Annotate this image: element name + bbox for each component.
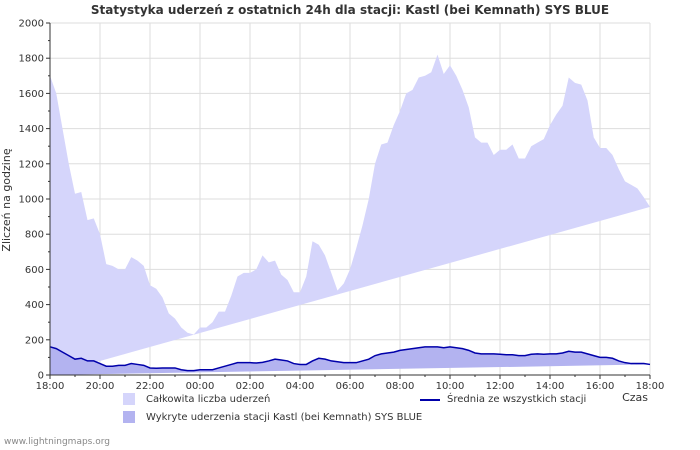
y-tick-label: 1200 bbox=[19, 159, 44, 170]
series-detected-area bbox=[50, 346, 650, 375]
x-tick-label: 04:00 bbox=[286, 381, 315, 392]
x-tick-label: 16:00 bbox=[586, 381, 615, 392]
y-tick-label: 600 bbox=[25, 265, 44, 276]
x-tick-label: 14:00 bbox=[536, 381, 565, 392]
x-tick-label: 22:00 bbox=[136, 381, 165, 392]
chart-axes bbox=[46, 22, 651, 379]
x-tick-label: 00:00 bbox=[186, 381, 215, 392]
x-tick-label: 20:00 bbox=[86, 381, 115, 392]
x-axis-label: Czas bbox=[622, 391, 648, 404]
x-tick-label: 12:00 bbox=[486, 381, 515, 392]
legend-label-average: Średnia ze wszystkich stacji bbox=[447, 394, 587, 405]
series-average-line bbox=[49, 346, 651, 372]
legend-item-average: Średnia ze wszystkich stacji bbox=[420, 394, 586, 405]
x-tick-label: 08:00 bbox=[386, 381, 415, 392]
x-tick-label: 06:00 bbox=[336, 381, 365, 392]
y-tick-label: 2000 bbox=[19, 19, 44, 30]
y-tick-label: 1600 bbox=[19, 89, 44, 100]
y-tick-label: 200 bbox=[25, 335, 44, 346]
chart-areas bbox=[50, 54, 650, 376]
x-tick-label: 02:00 bbox=[236, 381, 265, 392]
series-total-area bbox=[50, 54, 650, 376]
y-tick-label: 0 bbox=[38, 371, 44, 382]
legend-label-total: Całkowita liczba uderzeń bbox=[146, 393, 271, 405]
legend-label-detected: Wykryte uderzenia stacji Kastl (bei Kemn… bbox=[146, 411, 423, 423]
y-tick-label: 800 bbox=[25, 230, 44, 241]
y-tick-label: 1000 bbox=[19, 195, 44, 206]
legend-item-total: Całkowita liczba uderzeń bbox=[123, 393, 270, 405]
y-axis-label: Zliczeń na godzinę bbox=[0, 148, 13, 251]
legend-swatch-total bbox=[123, 393, 135, 405]
y-tick-label: 400 bbox=[25, 300, 44, 311]
legend-item-detected: Wykryte uderzenia stacji Kastl (bei Kemn… bbox=[123, 411, 422, 423]
chart-lines bbox=[49, 346, 651, 372]
x-tick-label: 18:00 bbox=[636, 381, 665, 392]
legend-line-average bbox=[420, 398, 440, 401]
legend-swatch-detected bbox=[123, 411, 135, 423]
y-tick-label: 1400 bbox=[19, 124, 44, 135]
x-tick-label: 18:00 bbox=[36, 381, 65, 392]
chart-tick-labels: 0 200 400 600 800 1000 1200 1400 1600 1800 2000 18:… bbox=[19, 19, 665, 393]
chart-title: Statystyka uderzeń z ostatnich 24h dla s… bbox=[91, 3, 609, 17]
x-tick-label: 10:00 bbox=[436, 381, 465, 392]
y-tick-label: 1800 bbox=[19, 54, 44, 65]
footer-site-link[interactable]: www.lightningmaps.org bbox=[4, 437, 110, 447]
